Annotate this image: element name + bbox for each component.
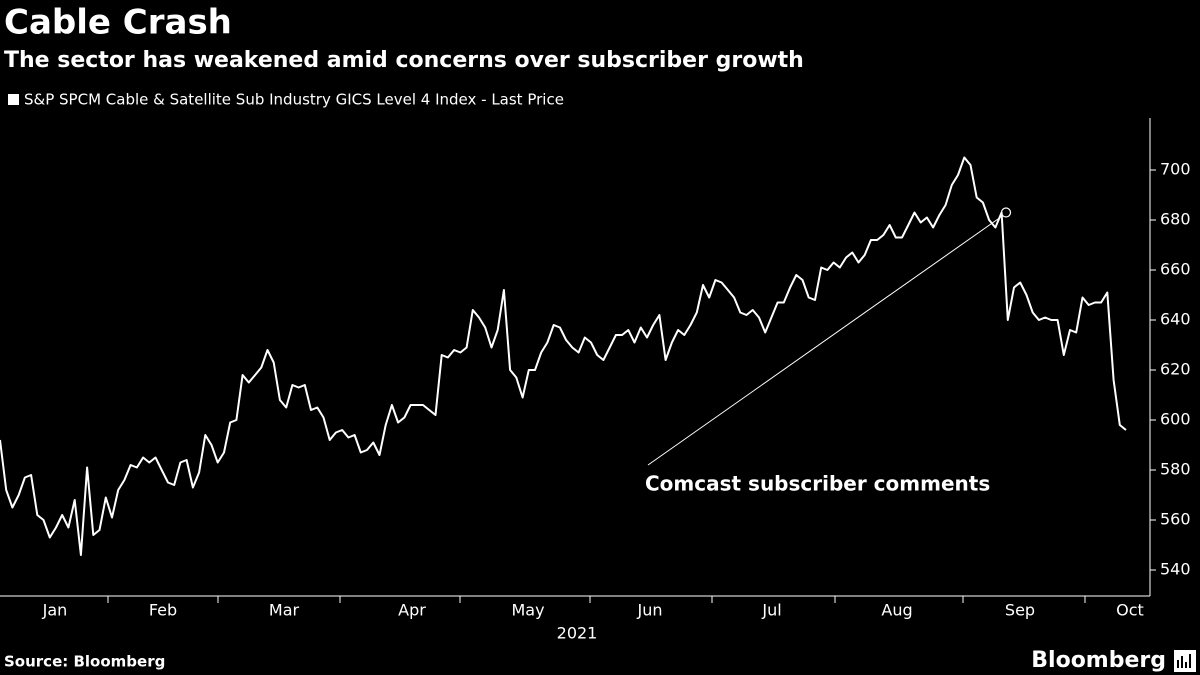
legend-label: S&P SPCM Cable & Satellite Sub Industry … — [24, 91, 564, 109]
x-tick-label: Aug — [881, 601, 912, 620]
y-tick-label: 680 — [1160, 210, 1191, 229]
x-tick-label: May — [511, 601, 544, 620]
source: Source: Bloomberg — [4, 653, 165, 671]
x-tick-label: Oct — [1116, 601, 1144, 620]
brand-icon-bars — [1177, 654, 1191, 668]
x-tick-label: Feb — [149, 601, 177, 620]
annotation-text: Comcast subscriber comments — [645, 472, 990, 496]
x-tick-label: Jun — [637, 601, 663, 620]
x-tick-label: Jul — [761, 601, 781, 620]
x-tick-label: Jan — [42, 601, 68, 620]
y-tick-label: 560 — [1160, 510, 1191, 529]
chart-title: Cable Crash — [4, 3, 232, 43]
y-tick-label: 540 — [1160, 560, 1191, 579]
y-tick-label: 640 — [1160, 310, 1191, 329]
y-tick-label: 700 — [1160, 160, 1191, 179]
y-tick-label: 660 — [1160, 260, 1191, 279]
annotation-line — [647, 215, 1004, 466]
brand: Bloomberg — [1031, 648, 1166, 673]
chart-subtitle: The sector has weakened amid concerns ov… — [4, 48, 804, 73]
y-tick-label: 600 — [1160, 410, 1191, 429]
x-tick-label: Apr — [398, 601, 426, 620]
x-tick-label: Mar — [269, 601, 300, 620]
y-tick-label: 620 — [1160, 360, 1191, 379]
series-line — [0, 156, 1127, 556]
legend-swatch — [8, 94, 19, 105]
x-tick-label: Sep — [1005, 601, 1035, 620]
y-tick-label: 580 — [1160, 460, 1191, 479]
x-axis-label: 2021 — [557, 624, 598, 643]
annotation-marker — [1000, 207, 1012, 218]
